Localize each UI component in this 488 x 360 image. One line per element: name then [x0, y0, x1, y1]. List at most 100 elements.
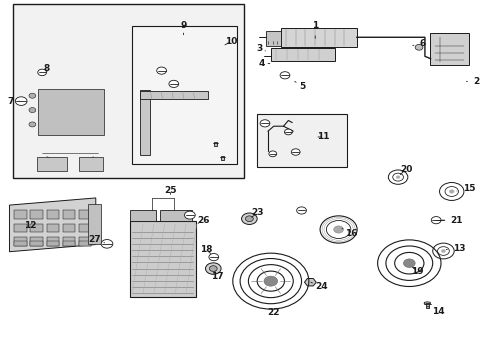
- Bar: [14, 224, 26, 232]
- Bar: [132, 26, 237, 164]
- Bar: [62, 210, 75, 219]
- Text: 17: 17: [210, 271, 223, 280]
- Text: 26: 26: [196, 216, 209, 225]
- Text: 25: 25: [164, 185, 176, 194]
- Bar: [30, 241, 42, 246]
- Bar: [62, 237, 75, 246]
- Text: 7: 7: [7, 96, 19, 105]
- Circle shape: [241, 213, 257, 225]
- Circle shape: [268, 151, 276, 157]
- Text: 21: 21: [441, 216, 462, 225]
- Text: 9: 9: [180, 21, 186, 35]
- Bar: [88, 204, 101, 244]
- Circle shape: [29, 108, 36, 113]
- Bar: [140, 91, 207, 99]
- Text: 27: 27: [88, 235, 104, 244]
- Ellipse shape: [423, 302, 430, 304]
- Circle shape: [38, 69, 46, 76]
- Polygon shape: [27, 67, 113, 157]
- Circle shape: [264, 276, 277, 286]
- Text: 23: 23: [251, 208, 264, 217]
- Bar: [37, 157, 66, 171]
- Circle shape: [291, 149, 300, 155]
- Text: 2: 2: [466, 77, 478, 86]
- Text: 1: 1: [311, 21, 318, 39]
- Circle shape: [157, 67, 166, 74]
- Circle shape: [209, 266, 217, 271]
- Ellipse shape: [212, 141, 218, 143]
- Bar: [79, 224, 91, 232]
- Bar: [79, 241, 91, 246]
- Text: 24: 24: [310, 282, 327, 291]
- Bar: [159, 211, 192, 221]
- Circle shape: [245, 216, 253, 222]
- Circle shape: [260, 120, 269, 127]
- Bar: [425, 303, 428, 308]
- Text: 12: 12: [23, 221, 36, 230]
- Circle shape: [448, 190, 453, 193]
- Circle shape: [205, 263, 221, 274]
- Circle shape: [430, 217, 440, 224]
- Circle shape: [333, 226, 343, 233]
- Text: 20: 20: [399, 165, 412, 175]
- Circle shape: [15, 97, 27, 105]
- Bar: [14, 210, 26, 219]
- Bar: [14, 237, 26, 246]
- Bar: [14, 241, 26, 246]
- Bar: [271, 48, 334, 61]
- Bar: [13, 4, 244, 178]
- Circle shape: [208, 253, 218, 261]
- Bar: [281, 28, 356, 47]
- Text: 19: 19: [410, 267, 423, 276]
- Bar: [140, 90, 150, 155]
- Text: 15: 15: [456, 184, 474, 193]
- Text: 11: 11: [317, 132, 329, 141]
- Bar: [38, 89, 104, 135]
- Text: 13: 13: [445, 244, 465, 253]
- Text: 14: 14: [427, 306, 444, 316]
- Bar: [429, 33, 468, 65]
- Bar: [213, 141, 216, 146]
- Bar: [46, 241, 59, 246]
- Bar: [62, 241, 75, 246]
- Text: 4: 4: [258, 59, 269, 68]
- Bar: [79, 237, 91, 246]
- Text: 3: 3: [256, 44, 265, 53]
- Bar: [130, 221, 195, 297]
- Text: 8: 8: [44, 64, 50, 73]
- Polygon shape: [9, 198, 96, 252]
- Circle shape: [395, 176, 399, 179]
- Circle shape: [414, 44, 422, 50]
- Ellipse shape: [220, 155, 225, 157]
- Bar: [221, 156, 224, 160]
- Circle shape: [296, 207, 306, 214]
- Bar: [30, 224, 42, 232]
- Circle shape: [29, 93, 36, 98]
- Polygon shape: [304, 279, 316, 286]
- Circle shape: [280, 72, 289, 79]
- Text: 6: 6: [412, 39, 425, 48]
- Text: 5: 5: [294, 81, 305, 91]
- Circle shape: [101, 239, 113, 248]
- Bar: [266, 31, 281, 46]
- Bar: [256, 114, 346, 167]
- Bar: [79, 157, 103, 171]
- Circle shape: [168, 80, 178, 87]
- Bar: [62, 224, 75, 232]
- Text: 22: 22: [267, 308, 280, 317]
- Text: 10: 10: [224, 37, 237, 46]
- Circle shape: [29, 122, 36, 127]
- Circle shape: [284, 129, 292, 135]
- Bar: [46, 237, 59, 246]
- Text: 16: 16: [341, 228, 357, 238]
- Bar: [130, 211, 156, 221]
- Circle shape: [403, 259, 414, 267]
- Bar: [79, 210, 91, 219]
- Bar: [46, 210, 59, 219]
- Circle shape: [184, 211, 195, 219]
- Circle shape: [440, 249, 445, 253]
- Bar: [30, 237, 42, 246]
- Text: 18: 18: [200, 246, 212, 255]
- Bar: [30, 210, 42, 219]
- Bar: [46, 224, 59, 232]
